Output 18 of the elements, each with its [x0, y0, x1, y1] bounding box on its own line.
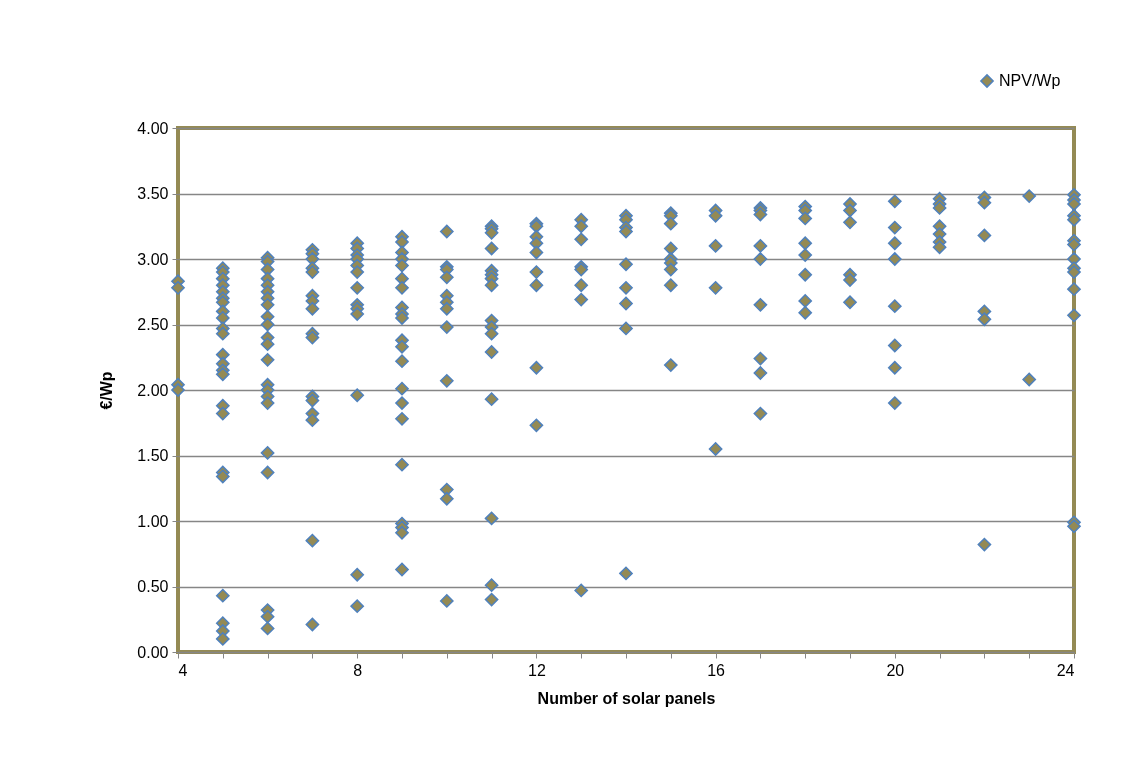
- x-tick-label: 16: [707, 661, 726, 679]
- x-tick-label: 24: [1056, 661, 1075, 679]
- y-tick-label: 3.50: [137, 185, 169, 202]
- x-tick-label: 8: [353, 661, 363, 679]
- y-tick-label: 4.00: [137, 119, 169, 137]
- x-axis-title: Number of solar panels: [537, 689, 716, 707]
- y-tick-label: 2.50: [137, 316, 169, 333]
- y-tick-label: 2.00: [137, 381, 169, 399]
- y-tick-label: 1.50: [137, 447, 169, 464]
- y-tick-label: 0.50: [137, 578, 169, 595]
- y-tick-label: 0.00: [137, 643, 169, 661]
- x-tick-label: 4: [178, 661, 188, 679]
- y-axis-title: €/Wp: [98, 371, 116, 410]
- legend-label: NPV/Wp: [999, 72, 1061, 89]
- x-tick-label: 12: [528, 661, 546, 679]
- x-tick-label: 20: [886, 661, 905, 679]
- y-tick-label: 1.00: [137, 512, 169, 530]
- y-tick-label: 3.00: [137, 250, 169, 268]
